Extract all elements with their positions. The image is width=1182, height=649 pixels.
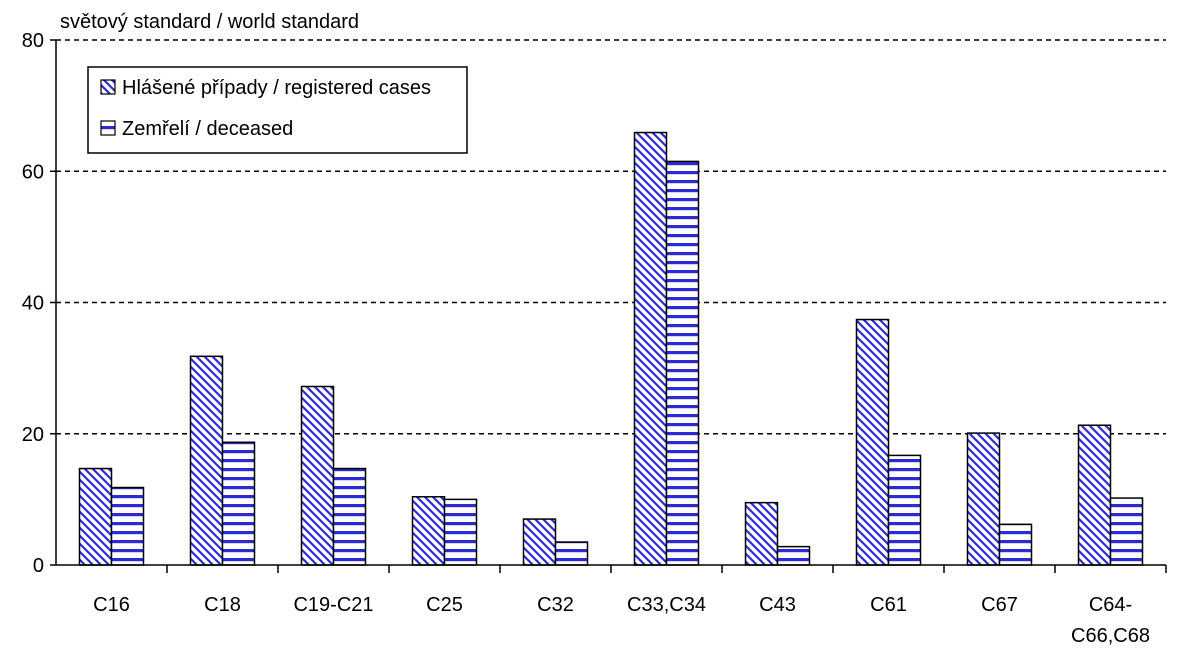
y-axis-ticks: 0 20 40 60 80 (22, 30, 57, 577)
x-tick-label: C19-C21 (293, 594, 373, 616)
x-tick-label: C64- (1089, 594, 1132, 616)
bar-registered-cases (1077, 424, 1112, 566)
x-axis: C16 C18 C19-C21 C25 C32 C33,C34 C43 C61 C67 C64- C… (56, 564, 1167, 647)
bar-deceased (665, 160, 700, 566)
x-tick-label: C33,C34 (627, 594, 706, 616)
bar-deceased (443, 498, 478, 566)
legend: Hlášené případy / registered cases Zemře… (87, 66, 468, 154)
y-tick-label: 80 (22, 30, 44, 52)
y-tick-label: 40 (22, 293, 44, 315)
y-tick-label: 0 (33, 555, 44, 577)
bar-deceased (110, 486, 145, 566)
legend-label-deceased: Zemřelí / deceased (122, 118, 293, 140)
bar-deceased (776, 545, 811, 566)
bar-registered-cases (855, 318, 890, 566)
y-tick-label: 20 (22, 424, 44, 446)
bar-registered-cases (744, 501, 779, 566)
bar-registered-cases (78, 467, 113, 566)
bar-registered-cases (966, 432, 1001, 566)
legend-label-registered: Hlášené případy / registered cases (122, 77, 431, 99)
bar-deceased (887, 454, 922, 566)
x-tick-label: C16 (93, 594, 130, 616)
bar-registered-cases (633, 131, 668, 566)
x-tick-label: C32 (537, 594, 574, 616)
bar-deceased (221, 441, 256, 566)
chart-subtitle: světový standard / world standard (60, 11, 359, 33)
legend-box (87, 66, 468, 154)
bar-deceased (554, 541, 589, 566)
bar-registered-cases (411, 496, 446, 566)
x-tick-label: C25 (426, 594, 463, 616)
legend-swatch-registered (100, 79, 116, 95)
bar-deceased (332, 467, 367, 566)
bar-deceased (998, 523, 1033, 566)
x-tick-label: C61 (870, 594, 907, 616)
x-tick-label: C43 (759, 594, 796, 616)
x-tick-label: C66,C68 (1071, 625, 1150, 647)
bars (78, 131, 1144, 566)
y-tick-label: 60 (22, 161, 44, 183)
bar-deceased (1109, 497, 1144, 566)
bar-registered-cases (300, 385, 335, 566)
x-tick-label: C67 (981, 594, 1018, 616)
bar-registered-cases (189, 355, 224, 566)
x-tick-label: C18 (204, 594, 241, 616)
gridlines (56, 39, 1166, 435)
bar-registered-cases (522, 518, 557, 566)
legend-swatch-deceased (100, 120, 116, 136)
